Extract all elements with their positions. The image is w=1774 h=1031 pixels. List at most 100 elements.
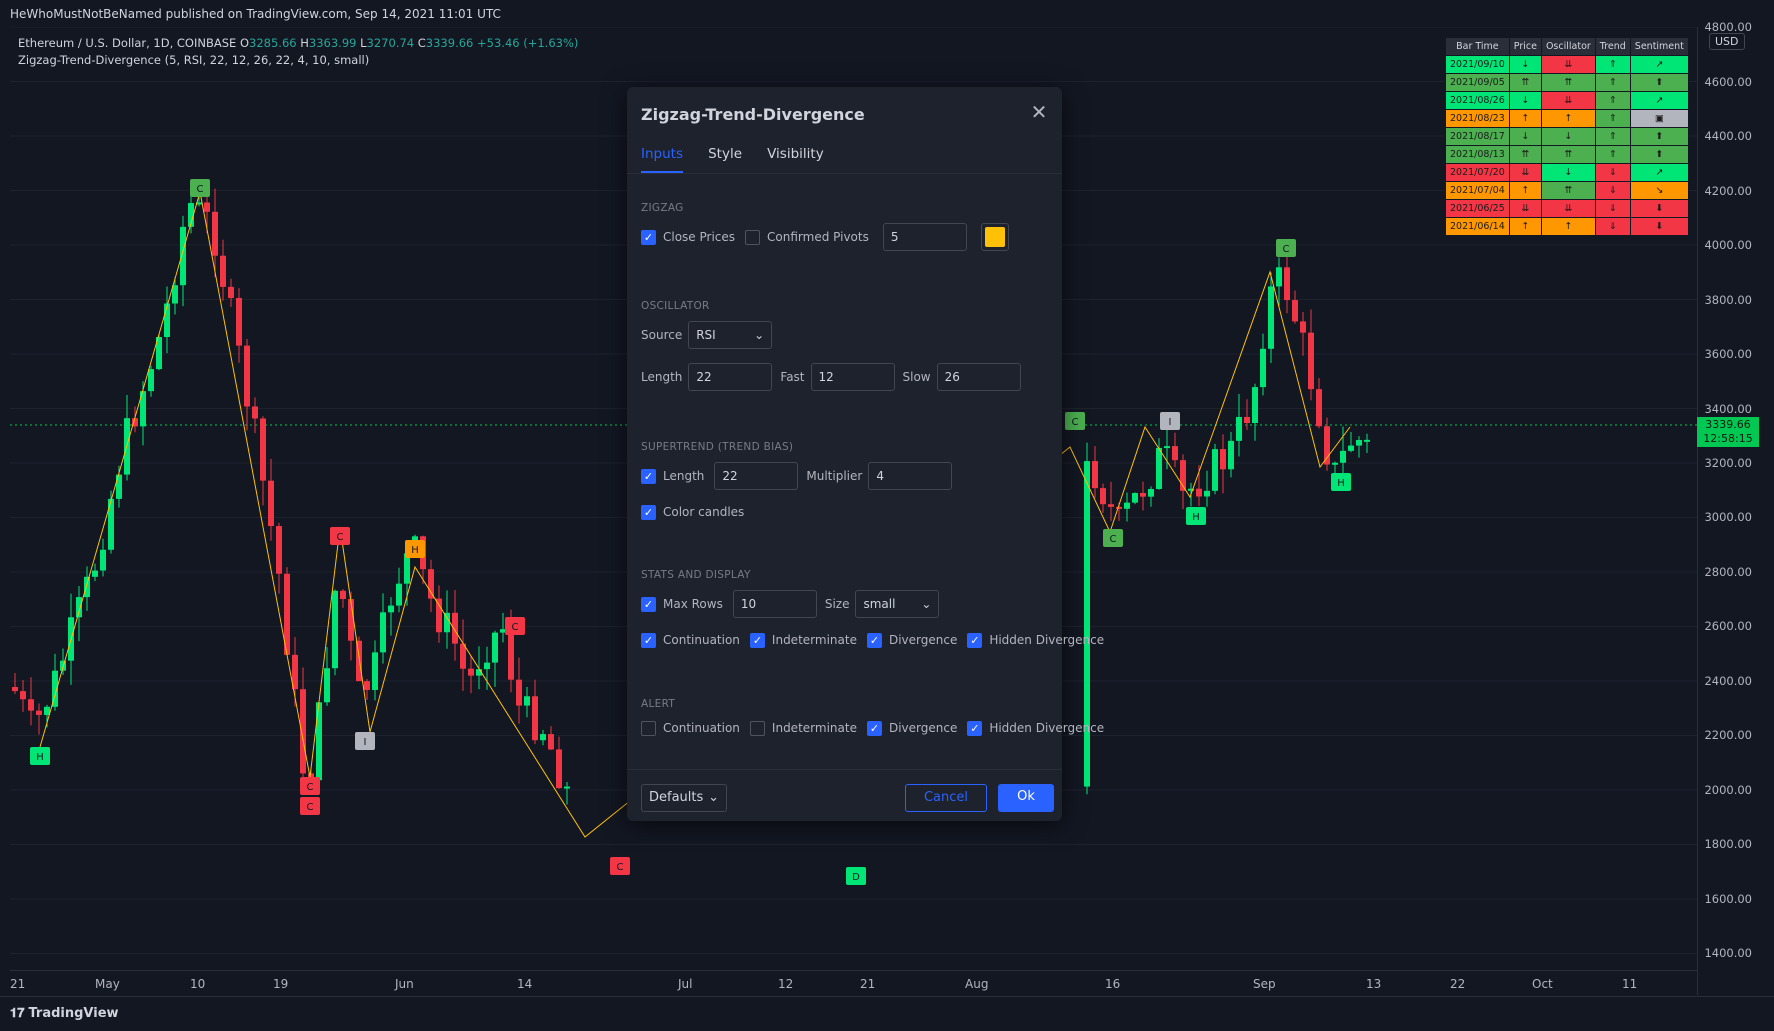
display-divergence-checkbox[interactable]: ✓ — [866, 632, 882, 648]
time-tick: 11 — [1622, 977, 1638, 991]
stats-cell: ⇓ — [1594, 181, 1631, 200]
supertrend-length-input[interactable]: 22 — [714, 462, 799, 490]
pivot-label: C — [300, 777, 320, 795]
multiplier-input[interactable]: 4 — [868, 462, 953, 490]
stats-row: 2021/09/05 ⇈ ⇈ ⇑ ⬆ — [1445, 73, 1689, 92]
stats-row: 2021/08/17 ↓ ↓ ⇑ ⬆ — [1445, 127, 1689, 146]
pivot-text: H — [1337, 478, 1345, 489]
tab-visibility[interactable]: Visibility — [767, 146, 824, 162]
candle — [276, 526, 282, 574]
stats-row: 2021/08/23 ↑ ↑ ⇑ ▣ — [1445, 109, 1689, 128]
slow-input[interactable]: 26 — [936, 363, 1021, 391]
ok-button[interactable]: Ok — [998, 784, 1054, 812]
candle — [156, 337, 162, 370]
stats-cell: ⬆ — [1629, 145, 1689, 164]
price-tick: 4400.00 — [1704, 129, 1752, 143]
pivot-label: H — [1186, 507, 1206, 525]
stats-cell: 2021/08/17 — [1445, 127, 1510, 146]
stats-cell: ↑ — [1508, 109, 1542, 128]
fast-input[interactable]: 12 — [810, 363, 895, 391]
tab-style[interactable]: Style — [708, 146, 743, 162]
time-tick: 21 — [860, 977, 876, 991]
stats-cell: ⇊ — [1508, 199, 1542, 218]
candle — [1260, 348, 1266, 388]
candle — [300, 689, 306, 774]
close-value: 3339.66 — [425, 36, 474, 50]
chevron-down-icon: ⌄ — [754, 328, 765, 342]
candle — [1252, 387, 1258, 424]
candle — [468, 668, 474, 676]
stats-cell: ↑ — [1540, 109, 1596, 128]
candle — [44, 706, 50, 715]
max-rows-checkbox[interactable]: ✓ — [641, 596, 656, 612]
oscillator-source-row: Source RSI ⌄ — [641, 321, 773, 349]
candle — [164, 303, 170, 338]
cancel-button[interactable]: Cancel — [905, 784, 987, 812]
display-hidden-divergence-checkbox[interactable]: ✓ — [967, 632, 983, 648]
time-axis[interactable]: 21 May 10 19 Jun 14 Jul 12 21 Aug 16 Sep 13 22 Oct 11 — [10, 970, 1697, 996]
candle — [356, 640, 362, 682]
size-select[interactable]: small ⌄ — [855, 590, 940, 618]
section-supertrend: SUPERTREND (TREND BIAS) — [641, 441, 794, 453]
stats-cell: ⇓ — [1594, 163, 1631, 182]
pivot-text: C — [1283, 244, 1290, 255]
candle — [548, 734, 554, 750]
stats-header: Sentiment — [1629, 37, 1689, 56]
stats-cell: ⇑ — [1594, 91, 1631, 110]
currency-label[interactable]: USD — [1709, 33, 1745, 50]
display-options-row: ✓ Continuation ✓ Indeterminate ✓ Diverge… — [641, 626, 1114, 654]
max-rows-input[interactable]: 10 — [732, 590, 817, 618]
candle — [1228, 440, 1234, 470]
supertrend-length-checkbox[interactable]: ✓ — [641, 468, 656, 484]
candle — [1316, 389, 1322, 427]
defaults-button[interactable]: Defaults ⌄ — [641, 784, 727, 812]
candle — [500, 629, 506, 633]
candle — [188, 203, 194, 227]
zigzag-color-picker[interactable] — [980, 223, 1009, 251]
tradingview-logo[interactable]: 𝟏𝟕 TradingView — [10, 1006, 119, 1021]
oscillator-length-input[interactable]: 22 — [688, 363, 773, 391]
section-alert: ALERT — [641, 698, 676, 710]
candle — [1364, 439, 1370, 442]
close-prices-checkbox[interactable]: ✓ — [641, 229, 656, 245]
tab-inputs[interactable]: Inputs — [641, 146, 683, 173]
pivot-text: I — [364, 737, 367, 748]
pivot-label: D — [846, 867, 866, 885]
chevron-down-icon: ⌄ — [921, 597, 932, 611]
candle — [20, 691, 26, 700]
close-icon[interactable]: ✕ — [1030, 100, 1048, 124]
candle — [148, 369, 154, 392]
stats-cell: ↗ — [1629, 163, 1689, 182]
pivot-label: I — [1160, 412, 1180, 430]
section-stats: STATS AND DISPLAY — [641, 569, 751, 581]
alert-divergence-checkbox[interactable]: ✓ — [866, 720, 882, 736]
zigzag-length-input[interactable]: 5 — [882, 223, 967, 251]
stats-cell: ⬆ — [1629, 127, 1689, 146]
symbol-name[interactable]: Ethereum / U.S. Dollar, 1D, COINBASE — [18, 36, 237, 50]
zigzag-line — [39, 191, 1351, 838]
candle — [1220, 449, 1226, 470]
candle — [84, 576, 90, 598]
candle — [100, 549, 106, 571]
price-axis[interactable]: 4800.00 4600.00 4400.00 4200.00 4000.00 3800.… — [1697, 20, 1764, 995]
stats-row: 2021/06/14 ↑ ↑ ⇓ ⬇ — [1445, 217, 1689, 236]
alert-hidden-divergence-checkbox[interactable]: ✓ — [967, 720, 983, 736]
candle — [284, 573, 290, 655]
source-select[interactable]: RSI ⌄ — [688, 321, 773, 349]
candle — [1188, 488, 1194, 491]
confirmed-pivots-checkbox[interactable] — [745, 229, 761, 245]
display-continuation-checkbox[interactable]: ✓ — [641, 632, 656, 648]
alert-indeterminate-checkbox[interactable] — [749, 720, 765, 736]
candle — [268, 480, 274, 527]
supertrend-row: ✓ Length 22 Multiplier 4 — [641, 462, 960, 490]
candle — [316, 702, 322, 781]
price-tick: 2800.00 — [1704, 565, 1752, 579]
time-tick: Sep — [1253, 977, 1276, 991]
indicator-legend[interactable]: Zigzag-Trend-Divergence (5, RSI, 22, 12,… — [18, 53, 370, 67]
color-candles-checkbox[interactable]: ✓ — [641, 504, 656, 520]
alert-continuation-checkbox[interactable] — [641, 720, 656, 736]
display-indeterminate-checkbox[interactable]: ✓ — [749, 632, 765, 648]
top-bar: HeWhoMustNotBeNamed published on Trading… — [0, 0, 1774, 30]
price-tick: 1600.00 — [1704, 892, 1752, 906]
candle — [1148, 489, 1154, 497]
